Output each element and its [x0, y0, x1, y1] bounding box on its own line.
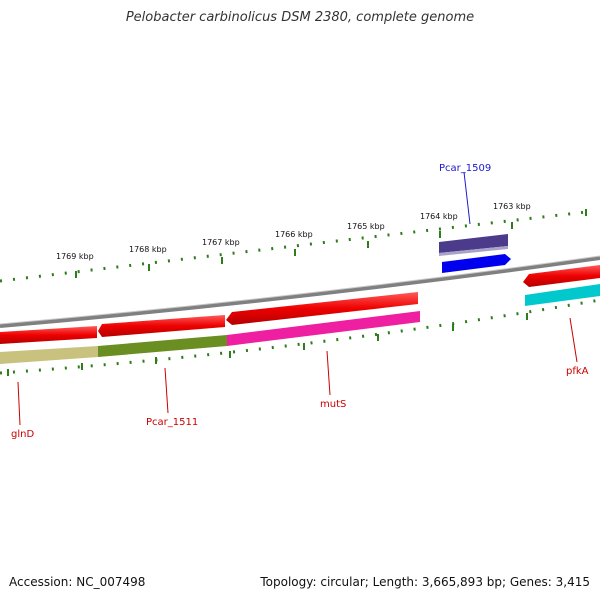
cds-arrow-1[interactable]	[0, 326, 97, 344]
ruler-label-1763: 1763 kbp	[493, 202, 531, 211]
lower-ruler	[0, 298, 600, 376]
cds-arrow-2[interactable]	[98, 315, 225, 337]
plus-strand-genes	[439, 234, 511, 273]
genome-backbone	[0, 256, 600, 328]
label-mutS[interactable]: mutS	[320, 399, 346, 410]
gene-labels: Pcar_1509 glnD Pcar_1511 mutS pfkA	[11, 163, 589, 440]
ruler-label-1768: 1768 kbp	[129, 245, 167, 254]
accession-label: Accession: NC_007498	[9, 575, 146, 589]
upper-ruler: 1769 kbp 1768 kbp 1767 kbp 1766 kbp 1765…	[0, 202, 587, 283]
minus-strand-genes	[0, 284, 600, 364]
ruler-label-1767: 1767 kbp	[202, 238, 240, 247]
gene-mutS-bar[interactable]	[227, 311, 420, 346]
ruler-label-1769: 1769 kbp	[56, 252, 94, 261]
upper-ruler-dots	[0, 210, 587, 283]
label-Pcar_1511[interactable]: Pcar_1511	[146, 417, 198, 428]
topology-label: Topology: circular; Length: 3,665,893 bp…	[260, 575, 590, 589]
ruler-label-1766: 1766 kbp	[275, 230, 313, 239]
leader-Pcar_1509	[463, 171, 471, 225]
leader-pfkA	[569, 317, 578, 363]
leader-mutS	[326, 350, 331, 396]
gene-Pcar_1511-bar[interactable]	[98, 335, 227, 357]
leader-glnD	[17, 381, 21, 426]
gene-Pcar_1509-bar-light	[439, 246, 508, 256]
cds-arrow-3[interactable]	[226, 292, 418, 325]
gene-glnD-bar[interactable]	[0, 346, 98, 364]
cds-arrow-4[interactable]	[523, 265, 600, 287]
genome-backbone-highlight	[0, 255, 600, 325]
gene-Pcar_1509-arrow[interactable]	[442, 254, 511, 273]
gene-pfkA-bar[interactable]	[525, 284, 600, 306]
gene-Pcar_1509-bar[interactable]	[439, 234, 508, 253]
label-pfkA[interactable]: pfkA	[566, 366, 589, 377]
leader-Pcar_1511	[164, 367, 169, 414]
label-glnD[interactable]: glnD	[11, 429, 34, 440]
label-Pcar_1509[interactable]: Pcar_1509	[439, 163, 491, 174]
ruler-label-1765: 1765 kbp	[347, 222, 385, 231]
ruler-label-1764: 1764 kbp	[420, 212, 458, 221]
map-title: Pelobacter carbinolicus DSM 2380, comple…	[125, 10, 475, 25]
cds-row	[0, 265, 600, 344]
